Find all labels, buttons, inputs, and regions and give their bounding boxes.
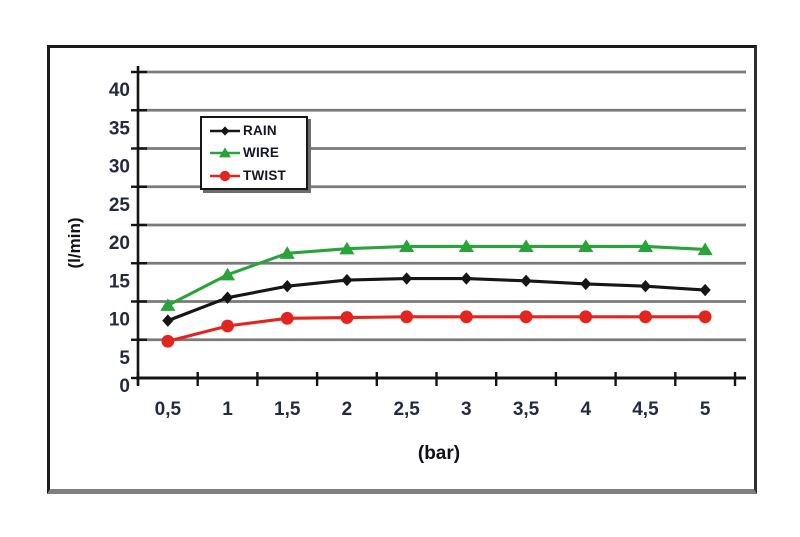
data-point-triangle (578, 239, 594, 253)
legend-item-wire: WIRE (209, 142, 304, 164)
x-tick-label: 4 (580, 399, 591, 420)
data-point-triangle (160, 298, 176, 311)
data-point-circle (639, 310, 652, 324)
x-tick-label: 3,5 (513, 399, 540, 420)
y-tick-label: 10 (109, 310, 130, 331)
x-tick-label: 2,5 (393, 399, 420, 420)
data-point-triangle (458, 239, 474, 253)
data-point-triangle (637, 239, 654, 253)
y-tick-label: 35 (109, 118, 131, 139)
x-tick-label: 0,5 (155, 399, 182, 420)
data-point-diamond (221, 291, 234, 304)
data-point-circle (161, 334, 175, 348)
legend-item-rain: RAIN (209, 120, 304, 142)
data-point-circle (579, 310, 593, 324)
legend-circle (219, 170, 231, 181)
series-line (167, 244, 706, 307)
y-tick-label: 5 (119, 348, 130, 369)
data-point-diamond (520, 274, 532, 288)
data-point-diamond (341, 273, 353, 287)
y-tick-label: 15 (109, 271, 131, 292)
legend-diamond (220, 125, 230, 136)
twist-line-circle-marker-icon (210, 170, 240, 181)
data-point-diamond (162, 314, 174, 327)
data-point-triangle (219, 267, 236, 281)
x-tick-label: 1,5 (274, 399, 301, 420)
rain-line-diamond-marker-icon (210, 125, 240, 136)
x-tick-label: 5 (700, 399, 711, 420)
x-axis-title: (bar) (418, 443, 460, 464)
data-point-circle (519, 310, 533, 324)
legend-item-twist: TWIST (209, 165, 304, 187)
data-point-circle (698, 310, 712, 324)
legend-triangle (219, 147, 231, 158)
series-line (167, 276, 706, 323)
data-point-triangle (399, 239, 415, 253)
legend-label-twist: TWIST (243, 167, 286, 183)
data-point-triangle (279, 246, 295, 259)
data-point-diamond (281, 280, 293, 293)
data-point-circle (280, 311, 294, 325)
data-point-triangle (697, 242, 713, 256)
data-point-circle (221, 319, 234, 333)
y-tick-label: 25 (109, 195, 131, 216)
legend-label-wire: WIRE (243, 145, 280, 161)
y-axis-title: (l/min) (65, 218, 84, 269)
data-point-diamond (401, 272, 413, 285)
wire-line-triangle-marker-icon (210, 147, 240, 158)
legend-label-rain: RAIN (243, 122, 277, 138)
y-tick-label: 0 (119, 376, 130, 397)
chart-legend: RAIN WIRE TWIST (200, 116, 308, 190)
y-tick-label: 40 (109, 80, 130, 101)
data-point-circle (459, 310, 473, 324)
y-tick-label: 30 (109, 157, 130, 178)
data-point-circle (340, 311, 354, 324)
data-point-triangle (518, 239, 534, 253)
data-point-diamond (699, 283, 711, 297)
x-tick-label: 1 (222, 399, 233, 420)
y-tick-label: 20 (109, 233, 130, 254)
series-rain (162, 272, 711, 327)
data-point-triangle (339, 241, 355, 255)
x-tick-label: 2 (342, 399, 353, 420)
x-tick-label: 3 (461, 399, 472, 420)
data-point-diamond (580, 277, 592, 291)
series-line (167, 315, 706, 343)
data-point-diamond (460, 272, 472, 285)
chart-frame (47, 45, 757, 494)
series-wire (160, 239, 713, 311)
data-point-diamond (639, 280, 652, 293)
series-twist (161, 310, 712, 348)
x-tick-label: 4,5 (632, 399, 659, 420)
data-point-circle (400, 310, 414, 324)
